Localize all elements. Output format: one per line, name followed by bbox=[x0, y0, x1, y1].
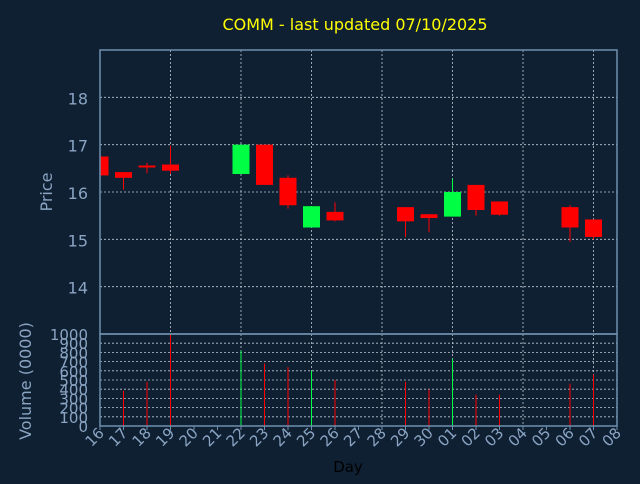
chart-title: COMM - last updated 07/10/2025 bbox=[222, 15, 487, 34]
price-axis-label: Price bbox=[37, 172, 56, 211]
volume-tick-label: 100 bbox=[59, 409, 88, 427]
x-tick-label: 05 bbox=[528, 424, 554, 450]
price-tick-label: 14 bbox=[68, 279, 88, 298]
x-tick-label: 22 bbox=[223, 424, 249, 450]
price-grid bbox=[100, 50, 617, 334]
price-tick-label: 17 bbox=[68, 137, 88, 156]
x-tick-label: 08 bbox=[599, 424, 625, 450]
x-tick-label: 28 bbox=[364, 424, 390, 450]
x-tick-label: 29 bbox=[387, 424, 413, 450]
volume-tick-label: 600 bbox=[59, 363, 88, 381]
x-tick-label: 25 bbox=[293, 424, 319, 450]
candle-body-02 bbox=[467, 184, 485, 210]
volume-tick-label: 200 bbox=[59, 400, 88, 418]
x-tick-label: 17 bbox=[105, 424, 131, 450]
volume-tick-label: 400 bbox=[59, 381, 88, 399]
volume-tick-label: 700 bbox=[59, 354, 88, 372]
candle-body-06 bbox=[561, 207, 579, 228]
candle-body-01 bbox=[444, 192, 461, 217]
candle-body-07 bbox=[585, 219, 602, 237]
x-tick-label: 23 bbox=[246, 424, 272, 450]
candle-body-22 bbox=[232, 144, 250, 175]
x-tick-label: 18 bbox=[129, 424, 155, 450]
candle-body-17 bbox=[115, 172, 132, 178]
candle-body-29 bbox=[397, 207, 414, 222]
x-axis-label: Day bbox=[333, 458, 363, 476]
x-tick-label: 21 bbox=[199, 424, 225, 450]
price-candles bbox=[99, 144, 602, 242]
price-tick-label: 18 bbox=[68, 89, 88, 108]
volume-axis-label: Volume (0000) bbox=[16, 322, 35, 440]
candle-body-03 bbox=[491, 201, 508, 215]
candle-body-24 bbox=[279, 177, 297, 206]
x-tick-label: 27 bbox=[340, 424, 366, 450]
candle-body-23 bbox=[256, 144, 273, 185]
volume-tick-label: 800 bbox=[59, 344, 88, 362]
x-tick-label: 06 bbox=[552, 424, 578, 450]
x-tick-label: 26 bbox=[317, 424, 343, 450]
volume-tick-label: 0 bbox=[78, 418, 88, 436]
price-tick-label: 15 bbox=[68, 231, 88, 250]
volume-tick-label: 900 bbox=[59, 335, 88, 353]
axes bbox=[99, 49, 618, 430]
candle-body-25 bbox=[303, 206, 320, 228]
volume-tick-label: 500 bbox=[59, 372, 88, 390]
x-tick-label: 03 bbox=[481, 424, 507, 450]
x-tick-label: 24 bbox=[270, 424, 296, 450]
volume-bars bbox=[123, 334, 594, 426]
volume-tick-label: 1000 bbox=[50, 326, 88, 344]
x-tick-label: 19 bbox=[152, 424, 178, 450]
volume-grid bbox=[100, 334, 617, 426]
x-tick-label: 04 bbox=[505, 424, 531, 450]
x-tick-label: 07 bbox=[575, 424, 601, 450]
x-tick-label: 20 bbox=[176, 424, 202, 450]
candle-body-19 bbox=[162, 164, 179, 171]
price-tick-label: 16 bbox=[68, 184, 88, 203]
x-tick-label: 30 bbox=[411, 424, 437, 450]
candle-body-16 bbox=[100, 156, 109, 176]
candle-body-26 bbox=[326, 211, 344, 221]
x-tick-label: 01 bbox=[434, 424, 460, 450]
candle-body-18 bbox=[138, 165, 156, 168]
x-tick-label: 02 bbox=[458, 424, 484, 450]
volume-tick-label: 300 bbox=[59, 390, 88, 408]
candle-body-30 bbox=[420, 214, 438, 219]
tick-labels: 1415161718010020030040050060070080090010… bbox=[50, 89, 625, 450]
